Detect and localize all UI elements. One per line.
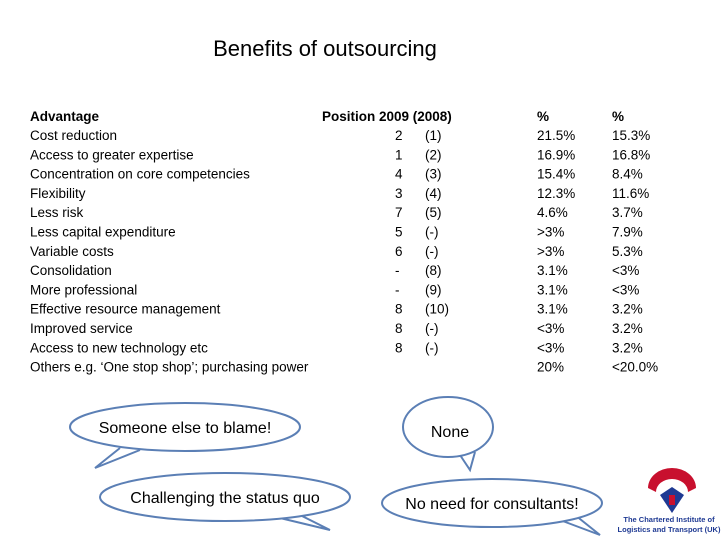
- table-cell: (9): [425, 282, 442, 297]
- logo-arc: [648, 468, 696, 492]
- table-cell: 3.2%: [612, 302, 643, 317]
- bubble-tail: [459, 451, 476, 473]
- table-cell: 12.3%: [537, 186, 575, 201]
- table-cell: 3.1%: [537, 302, 568, 317]
- table-cell: Effective resource management: [30, 302, 221, 317]
- table-cell: (-): [425, 321, 439, 336]
- table-cell: 2: [395, 128, 403, 143]
- bubble-text: None: [431, 424, 469, 441]
- table-cell: (-): [425, 225, 439, 240]
- table-cell: Improved service: [30, 321, 133, 336]
- table-cell: 6: [395, 244, 403, 259]
- table-cell: Concentration on core competencies: [30, 167, 250, 182]
- bubble-tail: [94, 447, 141, 469]
- table-cell: 8.4%: [612, 167, 643, 182]
- table-cell: 20%: [537, 360, 564, 375]
- header-cell: Advantage: [30, 109, 100, 124]
- table-cell: <3%: [537, 340, 564, 355]
- table-cell: <3%: [612, 263, 639, 278]
- table-cell: (4): [425, 186, 442, 201]
- table-cell: 3.1%: [537, 282, 568, 297]
- table-cell: <20.0%: [612, 360, 658, 375]
- bubble: [381, 478, 603, 528]
- title: Benefits of outsourcing: [213, 36, 437, 61]
- logo: The Chartered Institute of Logistics and…: [618, 468, 721, 534]
- header-cell: %: [612, 109, 624, 124]
- table-cell: -: [395, 282, 400, 297]
- table-cell: 4.6%: [537, 205, 568, 220]
- logo-text: The Chartered Institute of: [623, 515, 715, 524]
- table-cell: 5.3%: [612, 244, 643, 259]
- header-cell: %: [537, 109, 549, 124]
- table-cell: Access to new technology etc: [30, 340, 208, 355]
- table-cell: 11.6%: [612, 186, 649, 201]
- table-cell: 15.3%: [612, 128, 650, 143]
- table-cell: 3.2%: [612, 340, 643, 355]
- table-cell: 16.9%: [537, 147, 575, 162]
- table-cell: 16.8%: [612, 147, 650, 162]
- table-cell: (3): [425, 167, 442, 182]
- table-cell: 7: [395, 205, 403, 220]
- table-cell: 3.1%: [537, 263, 568, 278]
- table-cell: (8): [425, 263, 442, 278]
- table-cell: Less risk: [30, 205, 84, 220]
- table-cell: <3%: [537, 321, 564, 336]
- table: Advantage Position 2009 (2008) % % Cost …: [30, 109, 658, 375]
- table-cell: 1: [395, 147, 403, 162]
- table-cell: 8: [395, 302, 403, 317]
- table-cell: 21.5%: [537, 128, 575, 143]
- header-cell: Position 2009 (2008): [322, 109, 452, 124]
- table-cell: (5): [425, 205, 442, 220]
- table-cell: (10): [425, 302, 449, 317]
- table-cell: More professional: [30, 282, 137, 297]
- table-cell: -: [395, 263, 400, 278]
- table-cell: (1): [425, 128, 442, 143]
- bubble-text: No need for consultants!: [405, 496, 578, 513]
- bubble: [99, 472, 351, 522]
- bubble-text: Someone else to blame!: [99, 420, 272, 437]
- table-cell: <3%: [612, 282, 639, 297]
- table-cell: (2): [425, 147, 442, 162]
- bubble-text: Challenging the status quo: [130, 490, 320, 507]
- table-cell: Access to greater expertise: [30, 147, 194, 162]
- table-cell: Cost reduction: [30, 128, 117, 143]
- table-cell: Variable costs: [30, 244, 114, 259]
- bubble: [402, 396, 494, 458]
- table-cell: Flexibility: [30, 186, 86, 201]
- table-cell: >3%: [537, 244, 564, 259]
- table-cell: 7.9%: [612, 225, 643, 240]
- table-cell: Consolidation: [30, 263, 112, 278]
- bubble-tail: [279, 514, 331, 531]
- table-cell: Others e.g. ‘One stop shop’; purchasing …: [30, 360, 309, 375]
- table-cell: 5: [395, 225, 403, 240]
- table-cell: (-): [425, 340, 439, 355]
- table-cell: 4: [395, 167, 403, 182]
- table-cell: 8: [395, 321, 403, 336]
- table-cell: (-): [425, 244, 439, 259]
- bubbles: Someone else to blame! None Challenging …: [69, 396, 603, 536]
- table-cell: 3.7%: [612, 205, 643, 220]
- logo-emblem: [669, 495, 675, 505]
- table-cell: 8: [395, 340, 403, 355]
- table-cell: Less capital expenditure: [30, 225, 176, 240]
- bubble: [69, 402, 301, 452]
- table-cell: 3.2%: [612, 321, 643, 336]
- logo-text: Logistics and Transport (UK): [618, 525, 721, 534]
- table-cell: >3%: [537, 225, 564, 240]
- table-cell: 3: [395, 186, 403, 201]
- table-cell: 15.4%: [537, 167, 575, 182]
